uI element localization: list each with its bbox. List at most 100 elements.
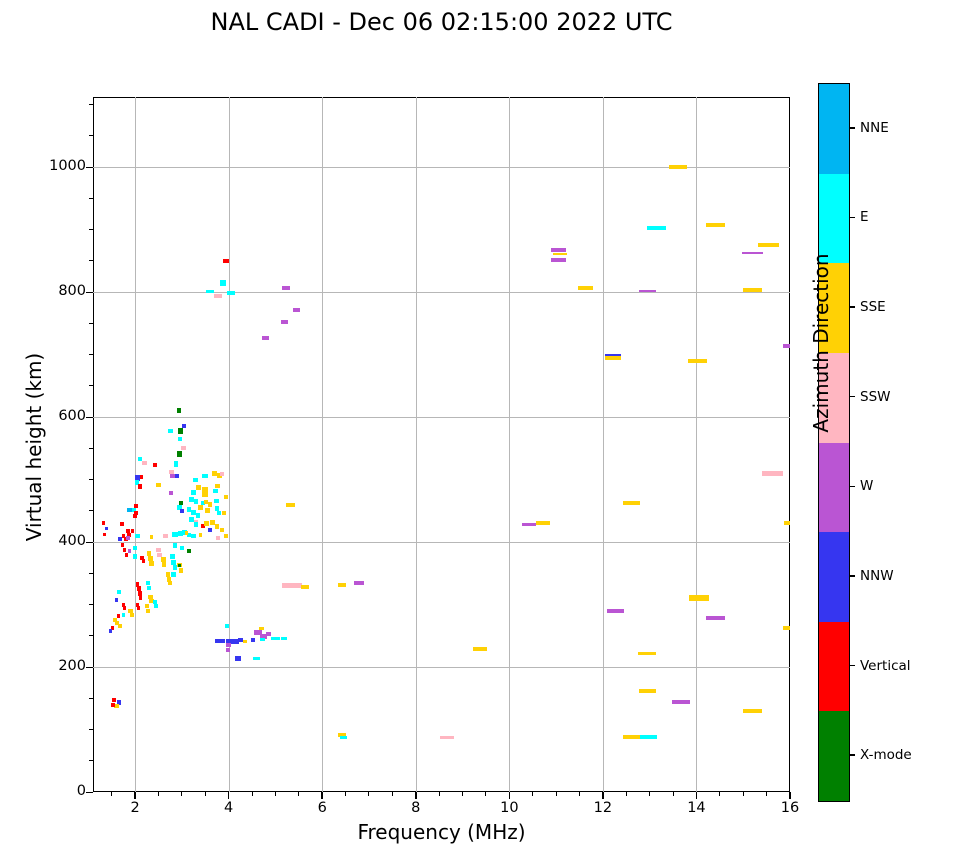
x-tick-label: 2 xyxy=(130,800,140,816)
data-point xyxy=(250,637,256,642)
x-gridline xyxy=(602,97,604,792)
data-point xyxy=(156,547,161,552)
data-point xyxy=(223,259,230,264)
x-minor-tick xyxy=(111,792,113,796)
data-point xyxy=(688,359,707,364)
colorbar-category-label: E xyxy=(860,209,869,226)
x-minor-tick xyxy=(555,792,557,796)
data-point xyxy=(179,546,184,551)
y-tick-label: 200 xyxy=(58,658,86,674)
data-point xyxy=(640,735,658,739)
data-point xyxy=(108,629,112,634)
data-point xyxy=(134,511,138,516)
data-point xyxy=(134,474,140,481)
x-minor-tick xyxy=(368,792,370,796)
colorbar-segment-vertical xyxy=(819,621,849,712)
data-point xyxy=(281,583,302,589)
data-point xyxy=(191,510,196,516)
data-point xyxy=(153,462,158,467)
data-point xyxy=(172,532,178,537)
data-point xyxy=(137,606,141,611)
data-point xyxy=(638,290,656,293)
data-point xyxy=(120,543,125,548)
data-point xyxy=(638,688,656,693)
data-point xyxy=(225,647,230,652)
y-minor-tick xyxy=(89,572,93,574)
data-point xyxy=(203,520,209,526)
data-point xyxy=(178,563,182,567)
x-minor-tick xyxy=(485,792,487,796)
data-point xyxy=(133,546,137,551)
data-point xyxy=(224,495,229,499)
y-minor-tick xyxy=(89,447,93,449)
data-point xyxy=(688,595,709,602)
y-minor-tick xyxy=(89,760,93,762)
data-point xyxy=(112,698,116,703)
x-minor-tick xyxy=(766,792,768,796)
data-point xyxy=(647,225,667,230)
data-point xyxy=(216,535,221,540)
colorbar-tick xyxy=(850,395,855,398)
data-point xyxy=(761,471,783,477)
x-gridline xyxy=(228,97,230,792)
data-point xyxy=(214,499,219,504)
y-gridline xyxy=(93,542,790,543)
data-point xyxy=(139,596,143,601)
data-point xyxy=(157,552,162,557)
y-tick-label: 1000 xyxy=(49,158,86,174)
data-point xyxy=(121,612,126,617)
data-point xyxy=(123,536,128,541)
data-point xyxy=(672,700,690,704)
data-point xyxy=(215,638,226,643)
colorbar-category-label: NNW xyxy=(860,567,894,584)
data-point xyxy=(147,550,152,556)
data-point xyxy=(152,600,157,604)
y-minor-tick xyxy=(89,104,93,105)
data-point xyxy=(144,604,149,609)
data-point xyxy=(165,572,171,577)
data-point xyxy=(170,553,175,559)
data-point xyxy=(123,547,127,552)
data-point xyxy=(209,519,215,525)
x-gridline xyxy=(509,97,511,792)
data-point xyxy=(146,581,151,586)
data-point xyxy=(111,702,115,707)
data-point xyxy=(104,526,108,530)
data-point xyxy=(171,572,176,577)
data-point xyxy=(149,560,154,566)
x-minor-tick xyxy=(274,792,276,796)
data-point xyxy=(552,252,567,255)
data-point xyxy=(235,656,241,662)
data-point xyxy=(213,293,223,298)
data-point xyxy=(212,471,217,477)
colorbar-tick xyxy=(850,485,855,488)
data-point xyxy=(114,598,119,603)
x-tick-label: 10 xyxy=(500,800,519,816)
data-point xyxy=(339,735,347,739)
data-point xyxy=(166,577,171,582)
x-minor-tick xyxy=(719,792,721,796)
data-point xyxy=(177,450,182,457)
data-point xyxy=(115,621,120,626)
chart-title: NAL CADI - Dec 06 02:15:00 2022 UTC xyxy=(210,8,673,36)
data-point xyxy=(131,529,135,534)
x-gridline xyxy=(696,97,698,792)
data-point xyxy=(172,564,177,570)
data-point xyxy=(202,492,209,497)
x-tick-label: 8 xyxy=(411,800,421,816)
colorbar-segment-ssw xyxy=(819,352,849,443)
data-point xyxy=(205,508,210,514)
data-point xyxy=(187,549,191,554)
data-point xyxy=(270,637,281,641)
data-point xyxy=(117,623,122,628)
data-point xyxy=(135,582,140,587)
data-point xyxy=(116,590,121,594)
data-point xyxy=(168,428,173,433)
data-point xyxy=(181,530,187,536)
y-major-tick xyxy=(86,291,93,293)
data-point xyxy=(133,514,137,519)
data-point xyxy=(114,704,119,709)
y-major-tick xyxy=(86,166,93,168)
x-minor-tick xyxy=(625,792,627,796)
data-point xyxy=(186,532,191,537)
